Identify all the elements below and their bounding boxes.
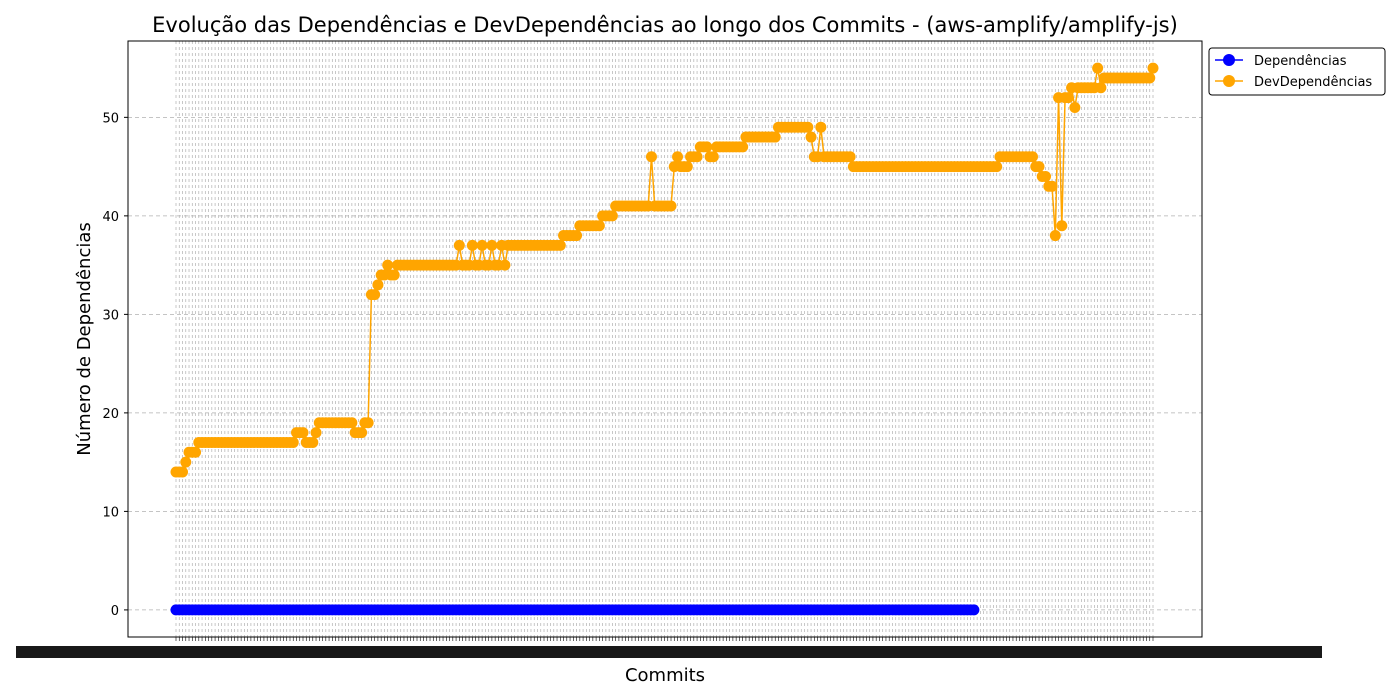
y-axis: 0 10 20 30 40 50 (102, 111, 128, 619)
data-point-dependencias (968, 604, 980, 616)
data-point-devdependencias (1069, 102, 1081, 113)
y-tick-label: 40 (102, 210, 119, 225)
data-point-devdependencias (802, 121, 814, 133)
legend-box (1208, 47, 1386, 96)
x-axis (16, 637, 1322, 658)
x-axis-label: Commits (625, 665, 705, 686)
data-point-devdependencias (369, 289, 381, 301)
y-tick-label: 10 (102, 505, 119, 520)
data-point-devdependencias (453, 239, 465, 251)
data-point-devdependencias (593, 220, 605, 232)
data-point-devdependencias (486, 239, 498, 251)
data-point-devdependencias (691, 151, 703, 163)
data-point-devdependencias (1147, 62, 1159, 74)
data-point-devdependencias (190, 446, 202, 458)
data-point-devdependencias (769, 131, 781, 143)
data-point-devdependencias (499, 259, 511, 271)
data-point-devdependencias (372, 279, 384, 291)
data-point-devdependencias (307, 436, 319, 448)
data-point-devdependencias (672, 151, 684, 163)
series-layer (170, 62, 1159, 616)
data-point-devdependencias (737, 141, 749, 153)
y-tick-label: 30 (102, 308, 119, 323)
data-point-devdependencias (554, 239, 566, 251)
data-point-devdependencias (346, 417, 358, 429)
legend-label-dependencias: Dependências (1254, 54, 1347, 69)
y-tick-label: 50 (102, 111, 119, 126)
data-point-devdependencias (1092, 62, 1104, 74)
data-point-devdependencias (1062, 92, 1074, 104)
data-point-devdependencias (701, 141, 713, 153)
data-point-devdependencias (476, 239, 488, 251)
data-point-devdependencias (382, 259, 394, 271)
data-point-devdependencias (1040, 170, 1052, 182)
data-point-devdependencias (665, 200, 677, 212)
data-point-devdependencias (180, 456, 192, 468)
data-point-devdependencias (681, 161, 693, 173)
grid-layer (128, 41, 1202, 637)
data-point-devdependencias (1144, 72, 1156, 84)
x-tick-labels-overlap (16, 646, 1322, 658)
data-point-devdependencias (844, 151, 856, 163)
data-point-devdependencias (1046, 180, 1058, 192)
data-point-devdependencias (297, 427, 309, 439)
legend-marker-devdependencias (1223, 75, 1235, 87)
data-point-devdependencias (606, 210, 618, 222)
y-tick-label: 0 (111, 604, 119, 619)
data-point-devdependencias (1033, 161, 1045, 173)
data-point-devdependencias (287, 436, 299, 448)
data-point-devdependencias (1049, 230, 1061, 242)
data-point-devdependencias (1027, 151, 1038, 163)
series-dependencias (170, 604, 980, 616)
data-point-devdependencias (815, 121, 827, 133)
chart-title: Evolução das Dependências e DevDependênc… (152, 13, 1178, 37)
legend-label-devdependencias: DevDependências (1254, 75, 1372, 90)
data-point-devdependencias (707, 151, 719, 163)
data-point-devdependencias (177, 466, 189, 478)
data-point-devdependencias (991, 161, 1003, 173)
plot-frame (127, 40, 1203, 638)
data-point-devdependencias (1095, 82, 1107, 94)
data-point-devdependencias (310, 427, 322, 439)
legend: Dependências DevDependências (1208, 47, 1386, 96)
legend-marker-dependencias (1223, 54, 1235, 66)
data-point-devdependencias (362, 417, 374, 429)
data-point-devdependencias (466, 239, 478, 251)
data-point-devdependencias (356, 427, 368, 439)
data-point-devdependencias (805, 131, 817, 143)
data-point-devdependencias (645, 151, 657, 163)
series-devdependencias (170, 62, 1159, 478)
data-point-devdependencias (571, 230, 583, 242)
data-point-devdependencias (388, 269, 400, 281)
y-tick-label: 20 (102, 407, 119, 422)
y-axis-label: Número de Dependências (74, 222, 95, 456)
data-point-devdependencias (1056, 220, 1068, 232)
